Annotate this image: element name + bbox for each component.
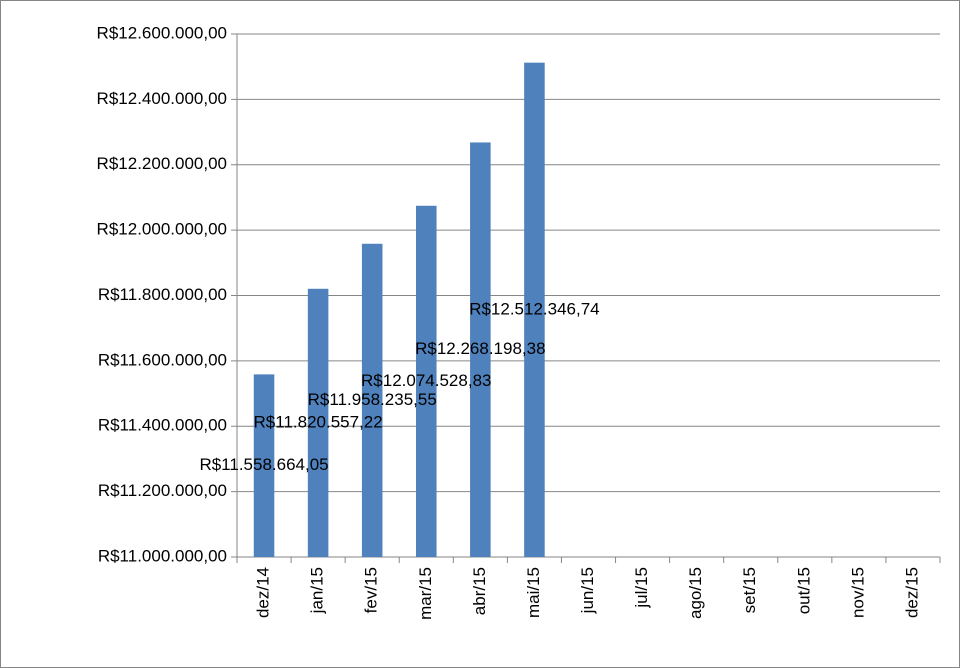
data-label: R$12.512.346,74 xyxy=(469,299,599,318)
x-tick-label: fev/15 xyxy=(362,567,381,613)
y-tick-label: R$11.400.000,00 xyxy=(98,416,227,435)
data-label: R$12.074.528,83 xyxy=(361,371,491,390)
data-label: R$11.958.235,55 xyxy=(308,390,437,409)
bar xyxy=(253,374,275,557)
x-tick-label: jun/15 xyxy=(578,567,597,614)
y-tick-label: R$12.600.000,00 xyxy=(97,23,227,42)
x-tick-label: jul/15 xyxy=(632,567,651,609)
bar xyxy=(415,205,437,558)
data-label: R$12.268.198,38 xyxy=(415,339,545,358)
x-tick-label: mai/15 xyxy=(524,567,543,618)
x-tick-label: ago/15 xyxy=(686,567,705,619)
y-tick-label: R$12.000.000,00 xyxy=(97,220,227,239)
bar xyxy=(524,62,545,557)
y-tick-label: R$12.200.000,00 xyxy=(97,154,227,173)
x-tick-label: mar/15 xyxy=(416,567,435,620)
data-label: R$11.820.557,22 xyxy=(254,412,383,431)
y-tick-label: R$11.800.000,00 xyxy=(98,285,227,304)
x-tick-label: nov/15 xyxy=(848,567,867,618)
bar xyxy=(307,288,329,557)
bar xyxy=(361,243,383,558)
y-tick-label: R$11.000.000,00 xyxy=(98,546,227,565)
x-tick-label: set/15 xyxy=(740,567,759,613)
data-label: R$11.558.664,05 xyxy=(199,455,328,474)
bar xyxy=(470,142,491,558)
y-tick-label: R$11.600.000,00 xyxy=(98,350,227,369)
x-tick-label: dez/14 xyxy=(254,567,273,618)
x-tick-label: jan/15 xyxy=(308,567,327,614)
x-tick-label: out/15 xyxy=(794,567,813,614)
x-tick-label: dez/15 xyxy=(902,567,921,618)
y-tick-label: R$12.400.000,00 xyxy=(97,89,227,108)
x-tick-label: abr/15 xyxy=(470,567,489,615)
y-tick-label: R$11.200.000,00 xyxy=(98,481,227,500)
